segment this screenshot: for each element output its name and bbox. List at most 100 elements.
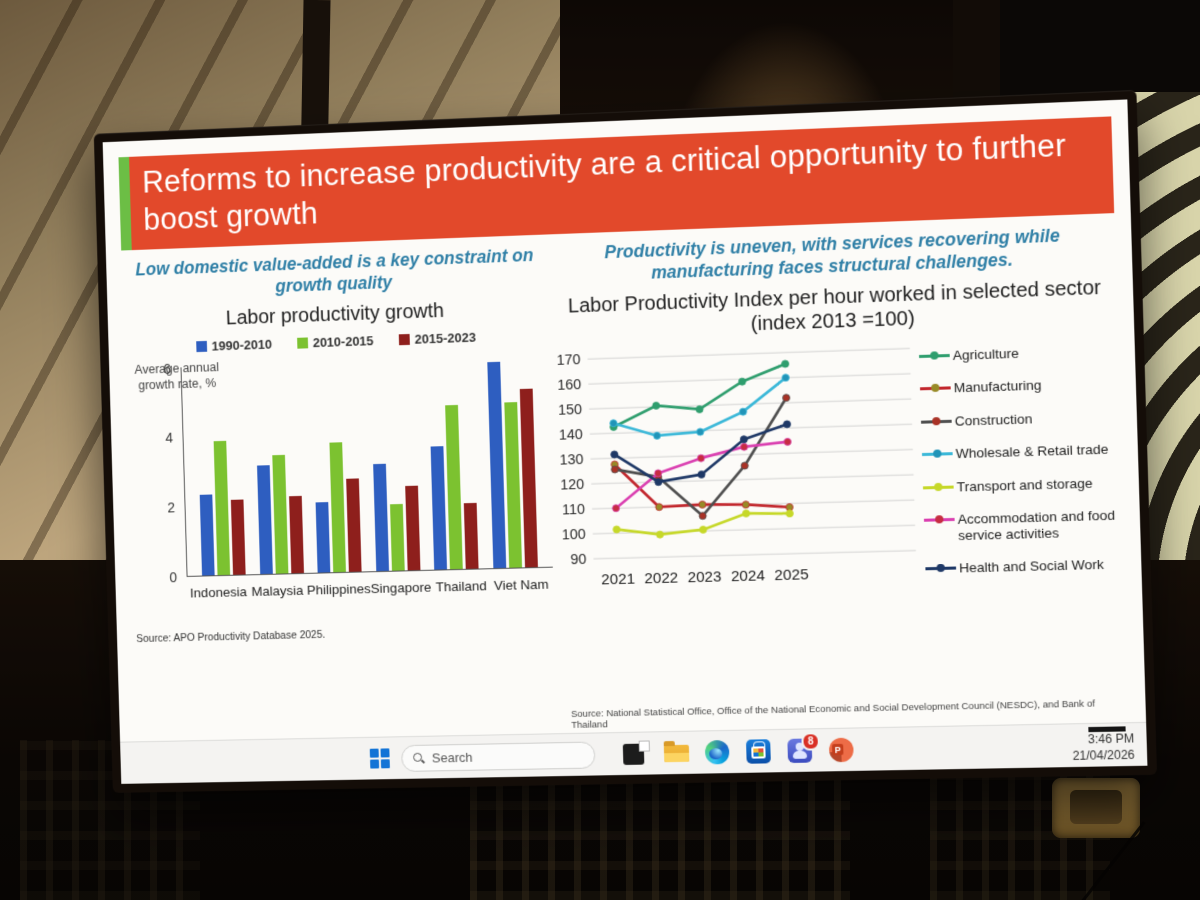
bar-group-philippines [307, 441, 369, 573]
svg-text:160: 160 [557, 377, 581, 394]
edge-browser-icon[interactable] [704, 739, 732, 766]
line-legend-swatch [920, 416, 952, 426]
line-legend-marker [932, 416, 941, 426]
line-legend-item: Agriculture [919, 342, 1121, 364]
svg-text:2024: 2024 [731, 567, 766, 585]
bar-1990-2010 [199, 494, 215, 576]
left-heading: Low domestic value-added is a key constr… [135, 244, 534, 296]
right-panel: Productivity is uneven, with services re… [549, 221, 1131, 733]
bar-1990-2010 [372, 463, 389, 571]
bar-2015-2023 [519, 388, 538, 567]
bar-1990-2010 [430, 446, 448, 570]
line-legend-marker [934, 482, 943, 491]
line-legend-label: Health and Social Work [958, 556, 1105, 576]
bar-2015-2023 [346, 478, 362, 572]
bar-1990-2010 [315, 502, 331, 573]
bar-2010-2015 [272, 454, 289, 574]
bar-legend-label: 2010-2015 [312, 332, 374, 350]
bar-legend-item: 2010-2015 [296, 332, 374, 350]
search-input[interactable]: Search [401, 741, 596, 772]
bar-2010-2015 [504, 401, 522, 568]
line-legend-item: Wholesale & Retail trade [921, 441, 1124, 463]
line-legend-swatch [920, 383, 951, 393]
clock-date: 21/04/2026 [1072, 747, 1135, 763]
line-legend-label: Agriculture [952, 345, 1020, 363]
line-legend-item: Accommodation and food service activitie… [923, 507, 1126, 544]
bar-2010-2015 [389, 503, 405, 571]
taskbar-clock[interactable]: 3:46 PM 21/04/2026 [1072, 731, 1135, 764]
line-legend-marker [931, 383, 940, 393]
presentation-slide: Reforms to increase productivity are a c… [103, 99, 1146, 741]
door-handle [1052, 778, 1140, 838]
bar-category-label: Viet Nam [493, 576, 549, 593]
microsoft-store-icon[interactable] [745, 738, 773, 765]
svg-text:150: 150 [558, 402, 582, 419]
bar-category-label: Malaysia [251, 582, 304, 599]
search-label: Search [431, 749, 473, 765]
svg-text:2023: 2023 [687, 568, 721, 586]
bar-ytick: 0 [169, 568, 178, 585]
bar-1990-2010 [487, 361, 506, 568]
powerpoint-icon[interactable] [828, 737, 856, 764]
line-legend-label: Wholesale & Retail trade [955, 441, 1109, 462]
line-legend-swatch [919, 350, 950, 360]
bar-legend-item: 2015-2023 [398, 329, 476, 347]
line-legend-swatch [921, 449, 953, 458]
bar-group-thailand [423, 405, 486, 570]
bar-chart-title: Labor productivity growth [225, 299, 445, 330]
file-explorer-icon[interactable] [663, 740, 691, 767]
line-chart-svg: 170 160 150 140 130 120 110 100 90 2021 2022 2023 20… [556, 337, 921, 588]
bar-groups [180, 354, 553, 577]
svg-text:140: 140 [559, 426, 583, 443]
bar-category-label: Thailand [435, 577, 487, 595]
line-legend-marker [936, 563, 945, 573]
line-legend-label: Accommodation and food service activitie… [957, 507, 1116, 543]
bar-legend-swatch [195, 340, 207, 352]
bar-legend-swatch [296, 337, 309, 349]
line-legend-marker [930, 350, 939, 360]
bar-2015-2023 [404, 485, 421, 570]
svg-text:2022: 2022 [644, 569, 678, 587]
line-legend-label: Manufacturing [953, 377, 1042, 396]
bar-2015-2023 [231, 499, 246, 575]
svg-text:120: 120 [560, 476, 584, 493]
bar-1990-2010 [256, 465, 273, 574]
start-button-icon[interactable] [369, 748, 390, 769]
line-legend-item: Transport and storage [922, 474, 1125, 495]
bar-ytick: 4 [165, 429, 174, 446]
svg-text:130: 130 [559, 451, 583, 468]
bar-2015-2023 [464, 503, 479, 569]
task-view-icon[interactable] [622, 740, 650, 766]
line-legend-label: Transport and storage [956, 475, 1093, 495]
bar-cats: Indonesia Malaysia Philippines Singapore Tha… [187, 576, 554, 600]
teams-icon[interactable]: 8 [787, 732, 821, 764]
bar-legend-swatch [398, 333, 410, 345]
bar-group-singapore [366, 462, 428, 571]
search-icon [413, 752, 424, 763]
line-legend-item: Construction [920, 408, 1123, 430]
bar-legend-item: 1990-2010 [195, 336, 273, 354]
svg-text:110: 110 [562, 501, 585, 518]
bar-group-indonesia [191, 440, 253, 576]
svg-text:2021: 2021 [601, 570, 635, 588]
clock-time: 3:46 PM [1087, 731, 1135, 747]
bar-y-axis-label: Average annual growth rate, % [134, 359, 220, 393]
line-legend-label: Construction [954, 410, 1033, 429]
bar-2010-2015 [329, 442, 347, 572]
bar-legend-label: 1990-2010 [211, 336, 273, 354]
line-legend-item: Health and Social Work [925, 556, 1127, 577]
line-legend-swatch [922, 482, 954, 491]
bar-category-label: Singapore [370, 579, 432, 596]
svg-text:90: 90 [570, 551, 586, 568]
bar-2010-2015 [445, 405, 464, 569]
svg-text:100: 100 [562, 526, 586, 543]
line-legend-marker [933, 449, 942, 458]
teams-notification-badge: 8 [801, 732, 821, 751]
svg-text:170: 170 [556, 352, 580, 369]
line-legend-item: Manufacturing [920, 375, 1122, 397]
left-panel: Low domestic value-added is a key constr… [119, 242, 563, 741]
bar-ytick: 2 [167, 499, 176, 516]
tv-screen: Reforms to increase productivity are a c… [102, 99, 1148, 784]
